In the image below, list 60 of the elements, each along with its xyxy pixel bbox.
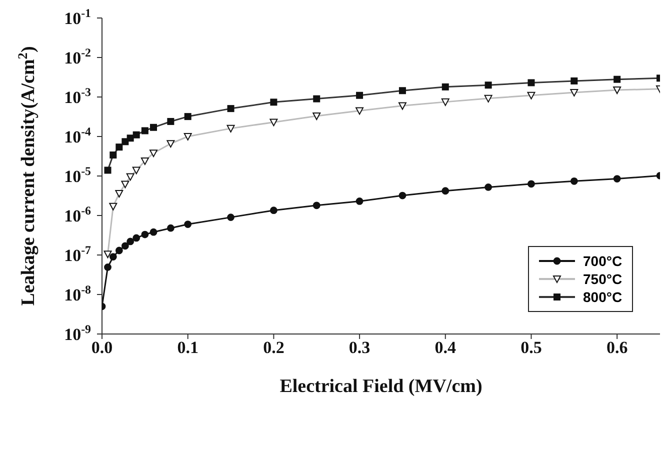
point bbox=[104, 264, 112, 271]
point bbox=[442, 83, 449, 90]
point bbox=[356, 92, 364, 99]
point bbox=[312, 202, 320, 210]
legend-label: 700°C bbox=[583, 253, 622, 269]
point bbox=[270, 206, 278, 214]
x-tick-label: 0.2 bbox=[263, 338, 284, 358]
x-axis-title: Electrical Field (MV/cm) bbox=[280, 376, 482, 397]
y-tick-label: 10$^{-6}$ bbox=[64, 204, 92, 226]
y-tick-label: 10$^{-3}$ bbox=[64, 85, 92, 107]
legend-label: 750°C bbox=[583, 271, 622, 287]
point bbox=[398, 87, 406, 94]
point bbox=[116, 144, 123, 151]
point bbox=[484, 184, 492, 191]
point bbox=[109, 253, 117, 261]
point bbox=[141, 230, 149, 238]
point bbox=[442, 187, 450, 195]
point bbox=[121, 242, 129, 250]
x-tick-label: 0.3 bbox=[348, 338, 370, 358]
point bbox=[398, 192, 406, 200]
point bbox=[227, 214, 234, 222]
legend-label: 800°C bbox=[583, 289, 622, 305]
point bbox=[141, 127, 148, 134]
x-tick-label: 0.5 bbox=[520, 338, 542, 358]
y-tick-label: 10$^{-2}$ bbox=[64, 46, 92, 68]
point bbox=[104, 166, 112, 174]
x-tick-label: 0.0 bbox=[91, 338, 113, 358]
point bbox=[184, 220, 192, 228]
point bbox=[570, 77, 578, 84]
point bbox=[227, 105, 234, 112]
point bbox=[614, 76, 621, 83]
point bbox=[132, 234, 140, 242]
point bbox=[570, 177, 578, 185]
y-tick-label: 10$^{-1}$ bbox=[64, 6, 92, 28]
y-tick-label: 10$^{-5}$ bbox=[64, 164, 92, 186]
point bbox=[132, 131, 140, 138]
point bbox=[270, 98, 278, 106]
point bbox=[126, 134, 134, 142]
point bbox=[122, 138, 129, 146]
point bbox=[115, 246, 123, 254]
point bbox=[613, 175, 621, 182]
point bbox=[126, 238, 134, 246]
y-tick-label: 10$^{-7}$ bbox=[64, 243, 92, 265]
x-tick-label: 0.1 bbox=[177, 338, 198, 358]
point bbox=[528, 180, 535, 188]
y-tick-label: 10$^{-4}$ bbox=[64, 124, 92, 146]
point bbox=[484, 82, 492, 89]
point bbox=[150, 124, 158, 131]
x-tick-label: 0.6 bbox=[606, 338, 628, 358]
point bbox=[167, 118, 174, 125]
point bbox=[110, 152, 117, 159]
point bbox=[356, 198, 364, 205]
x-tick-label: 0.4 bbox=[434, 338, 457, 358]
point bbox=[528, 79, 535, 86]
y-tick-label: 10$^{-8}$ bbox=[64, 282, 92, 304]
point bbox=[150, 228, 158, 236]
point bbox=[166, 224, 174, 232]
point bbox=[184, 113, 192, 120]
point bbox=[313, 95, 320, 102]
y-tick-label: 10$^{-9}$ bbox=[64, 322, 92, 344]
